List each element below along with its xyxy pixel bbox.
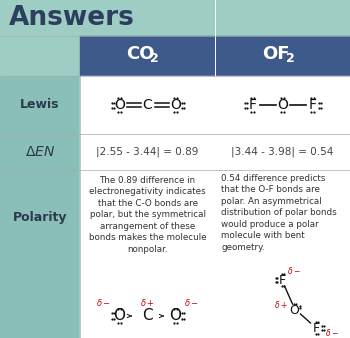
Text: F: F <box>279 273 286 287</box>
Text: O: O <box>289 304 300 316</box>
Text: $\delta-$: $\delta-$ <box>96 297 111 309</box>
Text: 2: 2 <box>150 52 159 66</box>
Text: F: F <box>313 321 320 335</box>
Text: C: C <box>143 98 152 112</box>
Bar <box>0 170 80 338</box>
Text: O: O <box>113 309 126 323</box>
Text: The 0.89 difference in
electronegativity indicates
that the C-O bonds are
polar,: The 0.89 difference in electronegativity… <box>89 176 206 254</box>
Bar <box>0 134 80 170</box>
Text: $\Delta EN$: $\Delta EN$ <box>25 145 55 159</box>
Text: O: O <box>170 98 181 112</box>
Text: $\delta-$: $\delta-$ <box>287 266 300 276</box>
Text: Lewis: Lewis <box>20 98 60 112</box>
Bar <box>0 36 80 76</box>
Text: O: O <box>114 98 125 112</box>
Bar <box>215 170 350 338</box>
Text: CO: CO <box>126 45 155 63</box>
Text: |2.55 - 3.44| = 0.89: |2.55 - 3.44| = 0.89 <box>96 147 199 157</box>
Text: F: F <box>308 98 316 112</box>
Bar <box>80 76 215 134</box>
Text: $\delta-$: $\delta-$ <box>324 327 338 338</box>
Text: Answers: Answers <box>9 5 135 31</box>
Text: 2: 2 <box>286 52 295 66</box>
Text: |3.44 - 3.98| = 0.54: |3.44 - 3.98| = 0.54 <box>231 147 334 157</box>
Text: F: F <box>248 98 257 112</box>
Bar <box>80 36 350 76</box>
Text: O: O <box>277 98 288 112</box>
Text: $\delta-$: $\delta-$ <box>184 297 199 309</box>
Bar <box>80 170 215 338</box>
Text: $\delta+$: $\delta+$ <box>274 298 287 310</box>
Bar <box>215 134 350 170</box>
Text: $\delta+$: $\delta+$ <box>140 297 155 309</box>
Text: C: C <box>142 309 153 323</box>
Text: O: O <box>169 309 182 323</box>
Text: Polarity: Polarity <box>13 211 67 223</box>
Text: OF: OF <box>262 45 289 63</box>
Bar <box>215 76 350 134</box>
Bar <box>0 76 80 134</box>
Text: 0.54 difference predicts
that the O-F bonds are
polar. An asymmetrical
distribut: 0.54 difference predicts that the O-F bo… <box>221 174 337 252</box>
Bar <box>80 134 215 170</box>
